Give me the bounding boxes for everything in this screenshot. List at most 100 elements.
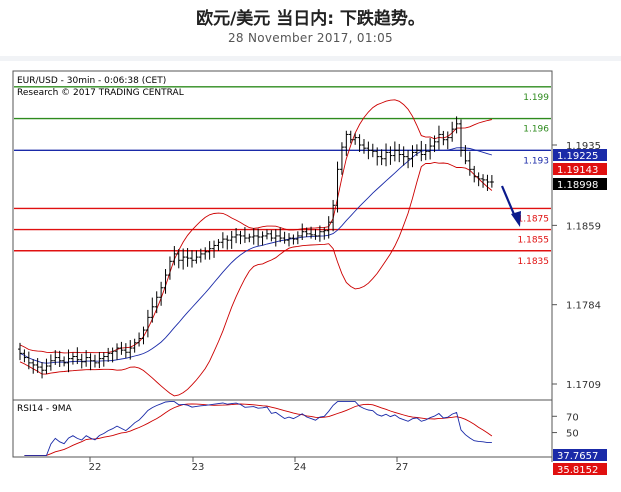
- price-bar: [119, 341, 124, 355]
- page-title: 欧元/美元 当日内: 下跌趋势。: [196, 9, 425, 29]
- price-bar: [401, 146, 406, 166]
- price-bar: [472, 165, 477, 183]
- price-bar: [331, 199, 336, 232]
- price-bar: [419, 140, 424, 162]
- price-bar: [216, 239, 221, 251]
- price-bar: [22, 349, 27, 363]
- price-bar: [366, 141, 371, 160]
- price-bar: [384, 143, 389, 167]
- price-tick-label: 1.1709: [566, 380, 601, 391]
- price-bar: [57, 350, 62, 367]
- price-bar: [326, 216, 331, 239]
- price-bar: [176, 249, 181, 269]
- price-bar: [225, 235, 230, 250]
- svg-text:1.19225: 1.19225: [557, 151, 598, 162]
- price-bar: [18, 342, 22, 361]
- price-bar: [247, 233, 252, 243]
- price-bar: [317, 225, 322, 242]
- price-bar: [150, 297, 155, 323]
- price-bar: [264, 229, 269, 240]
- price-bar: [62, 356, 67, 367]
- price-bar: [198, 248, 203, 263]
- price-bar: [467, 151, 472, 176]
- price-bar: [348, 130, 353, 144]
- price-bar: [101, 352, 106, 367]
- rsi-value-box: 35.8152: [553, 463, 607, 476]
- price-bar: [97, 351, 102, 369]
- svg-text:1.18998: 1.18998: [557, 180, 598, 191]
- price-bar: [185, 248, 190, 267]
- price-bar: [167, 256, 172, 280]
- price-bar: [441, 130, 446, 146]
- price-bar: [481, 174, 486, 188]
- price-bar: [35, 358, 40, 373]
- price-bar: [339, 142, 344, 175]
- price-bar: [423, 144, 428, 161]
- level-label: 1.196: [523, 125, 549, 135]
- price-bar: [79, 353, 84, 369]
- price-bar: [295, 231, 300, 245]
- research-caption: Research © 2017 TRADING CENTRAL: [17, 88, 184, 98]
- price-bar: [335, 161, 340, 213]
- rsi-ma-line: [24, 403, 493, 456]
- price-bar: [44, 358, 49, 374]
- price-bar: [269, 230, 274, 242]
- level-label: 1.1835: [518, 257, 550, 267]
- price-bar: [172, 246, 177, 266]
- price-bar: [229, 230, 234, 249]
- price-bar: [313, 229, 318, 240]
- price-bar: [128, 340, 133, 360]
- price-bar: [132, 338, 137, 353]
- price-bar: [123, 343, 128, 358]
- price-bar: [242, 227, 247, 243]
- price-bar: [256, 228, 261, 246]
- price-tick-label: 1.1859: [566, 221, 601, 232]
- price-bar: [48, 354, 53, 371]
- price-bar: [436, 125, 441, 150]
- price-bar: [220, 232, 225, 249]
- price-bar: [410, 145, 415, 168]
- rsi-tick-label: 50: [566, 429, 579, 440]
- price-bar: [251, 228, 256, 245]
- price-bar: [70, 352, 75, 365]
- bollinger-upper-line: [19, 99, 492, 354]
- price-bar: [238, 230, 243, 245]
- header-separator: [0, 56, 621, 61]
- price-bar: [309, 226, 314, 239]
- price-bar: [203, 247, 208, 260]
- price-bar: [454, 116, 459, 134]
- price-bar: [291, 234, 296, 245]
- price-tick-label: 1.1935: [566, 141, 601, 152]
- forecast-arrow: [500, 185, 521, 227]
- level-label: 1.1855: [518, 236, 550, 246]
- time-tick-label: 24: [294, 462, 307, 473]
- price-bar: [115, 343, 120, 360]
- time-tick-label: 23: [192, 462, 205, 473]
- price-bar: [463, 145, 468, 165]
- price-bar: [278, 227, 283, 243]
- price-bar: [31, 359, 36, 374]
- price-bar: [106, 347, 111, 362]
- page-date: 28 November 2017, 01:05: [228, 31, 393, 45]
- price-bar: [300, 223, 305, 240]
- price-bar: [406, 150, 411, 169]
- price-bar: [84, 350, 89, 367]
- price-bar: [361, 139, 366, 154]
- price-bar: [194, 250, 199, 264]
- price-bar: [181, 248, 186, 270]
- price-bar: [159, 281, 164, 306]
- rsi-panel-frame: [12, 399, 553, 458]
- price-bar: [75, 347, 80, 365]
- level-label: 1.1875: [518, 214, 550, 224]
- price-bar: [357, 134, 362, 152]
- price-bar: [88, 353, 93, 371]
- price-bar: [344, 130, 349, 156]
- price-bar: [234, 227, 239, 244]
- level-label: 1.193: [523, 156, 549, 166]
- price-bar: [207, 241, 212, 260]
- rsi-line: [24, 401, 492, 456]
- price-bar: [476, 172, 481, 187]
- svg-text:37.7657: 37.7657: [557, 451, 598, 462]
- time-tick-label: 22: [89, 462, 102, 473]
- price-bar: [212, 240, 217, 258]
